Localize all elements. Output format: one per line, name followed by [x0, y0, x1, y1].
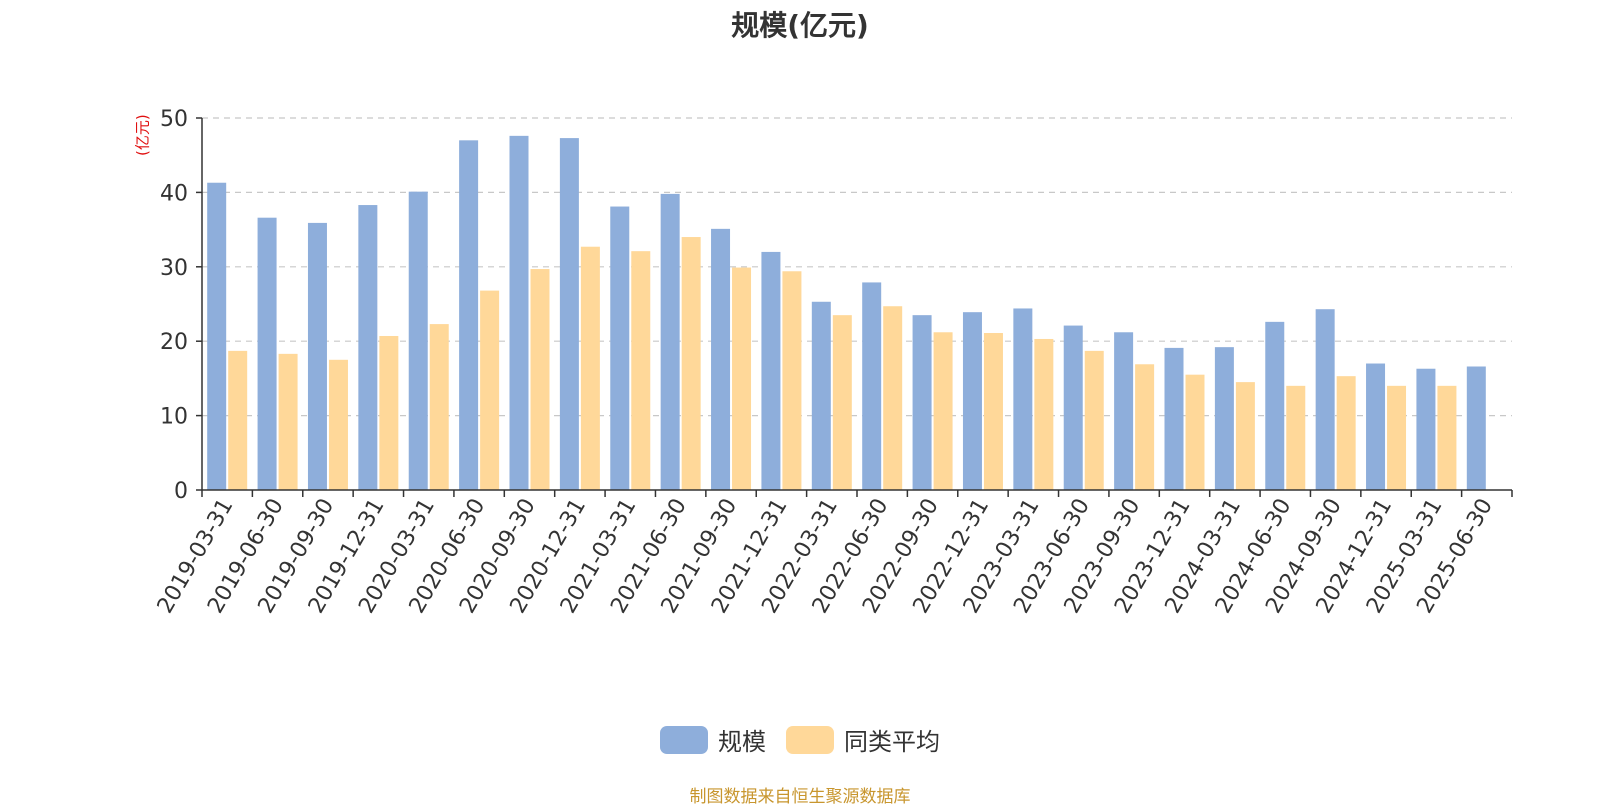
bar-scale[interactable] — [1063, 325, 1083, 490]
source-note: 制图数据来自恒生聚源数据库 — [689, 787, 911, 807]
bar-peer-average[interactable] — [580, 246, 600, 490]
bar-scale[interactable] — [257, 217, 277, 491]
bar-scale[interactable] — [1315, 309, 1335, 490]
bar-scale[interactable] — [1114, 332, 1134, 490]
y-tick-label: 0 — [174, 479, 188, 504]
bar-peer-average[interactable] — [1286, 385, 1306, 490]
bar-scale[interactable] — [811, 301, 831, 490]
bar-scale[interactable] — [408, 191, 428, 490]
bar-peer-average[interactable] — [983, 333, 1003, 490]
y-tick-labels: 0 10 20 30 40 50 — [160, 107, 188, 504]
bar-scale[interactable] — [610, 206, 630, 490]
bar-scale[interactable] — [358, 205, 378, 490]
y-tick-label: 40 — [160, 181, 188, 206]
legend-label-scale: 规模 — [718, 728, 766, 756]
bar-peer-average[interactable] — [379, 335, 399, 490]
legend: 规模 同类平均 — [0, 722, 1600, 757]
bar-scale[interactable] — [207, 182, 227, 490]
bar-scale[interactable] — [1366, 363, 1386, 490]
bar-peer-average[interactable] — [228, 350, 248, 490]
bar-scale[interactable] — [962, 312, 982, 490]
bar-scale[interactable] — [509, 135, 529, 490]
bar-scale[interactable] — [660, 193, 680, 490]
bar-peer-average[interactable] — [631, 251, 651, 490]
bar-scale[interactable] — [1416, 368, 1436, 490]
bar-peer-average[interactable] — [1135, 364, 1155, 490]
bar-peer-average[interactable] — [1336, 376, 1356, 490]
bar-peer-average[interactable] — [429, 324, 449, 490]
bar-peer-average[interactable] — [328, 359, 348, 490]
bar-peer-average[interactable] — [883, 306, 903, 490]
bar-scale[interactable] — [711, 228, 731, 490]
bar-scale[interactable] — [1466, 366, 1486, 490]
bar-scale[interactable] — [1214, 347, 1234, 490]
bar-peer-average[interactable] — [1034, 338, 1054, 490]
bar-peer-average[interactable] — [1084, 350, 1104, 490]
bar-peer-average[interactable] — [782, 271, 802, 490]
bar-scale[interactable] — [862, 282, 882, 490]
bar-peer-average[interactable] — [1235, 382, 1255, 490]
legend-item-peer-average[interactable]: 同类平均 — [786, 722, 940, 757]
bar-scale[interactable] — [459, 140, 479, 490]
bar-peer-average[interactable] — [681, 237, 701, 490]
legend-label-peer-average: 同类平均 — [844, 728, 940, 756]
bar-scale[interactable] — [1013, 308, 1033, 490]
bar-scale[interactable] — [307, 222, 327, 491]
bar-peer-average[interactable] — [1437, 385, 1457, 490]
bar-peer-average[interactable] — [530, 269, 550, 490]
bar-peer-average[interactable] — [832, 315, 852, 490]
bar-peer-average[interactable] — [1185, 374, 1205, 490]
bar-scale[interactable] — [1265, 321, 1285, 490]
bar-peer-average[interactable] — [278, 353, 298, 490]
y-tick-label: 50 — [160, 107, 188, 132]
y-tick-label: 10 — [160, 405, 188, 430]
bar-peer-average[interactable] — [480, 290, 500, 490]
bar-scale[interactable] — [559, 138, 579, 490]
bar-peer-average[interactable] — [1387, 385, 1407, 490]
bar-peer-average[interactable] — [933, 332, 953, 490]
bars — [207, 135, 1486, 491]
x-tick-labels: 2019-03-312019-06-302019-09-302019-12-31… — [153, 494, 1498, 617]
axes — [196, 117, 1513, 497]
y-tick-label: 20 — [160, 330, 188, 355]
legend-item-scale[interactable]: 规模 — [660, 722, 766, 757]
legend-swatch-scale — [660, 725, 708, 754]
bar-scale[interactable] — [761, 251, 781, 490]
gridlines — [202, 117, 1512, 417]
bar-scale[interactable] — [912, 315, 932, 490]
bar-scale[interactable] — [1164, 347, 1184, 490]
chart-title: 规模(亿元) — [731, 9, 869, 42]
bar-peer-average[interactable] — [732, 267, 752, 490]
legend-swatch-peer-average — [786, 725, 834, 754]
y-tick-label: 30 — [160, 256, 188, 281]
